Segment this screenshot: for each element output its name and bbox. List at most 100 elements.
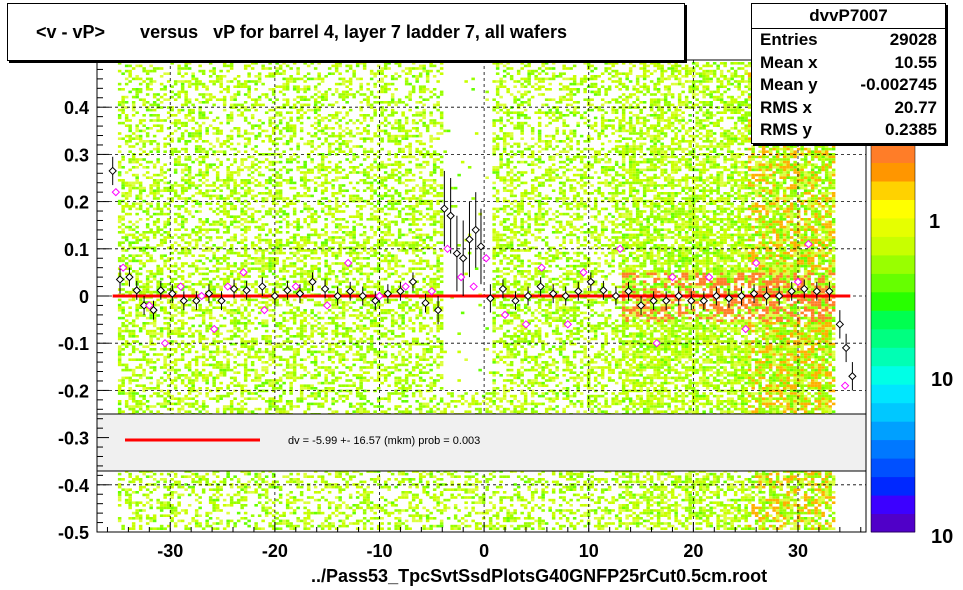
heat-cell	[299, 179, 304, 182]
heat-cell	[299, 332, 304, 335]
heat-cell	[250, 124, 255, 127]
heat-cell	[159, 272, 164, 276]
heat-cell	[233, 77, 237, 81]
heat-cell	[187, 184, 192, 187]
heat-cell	[278, 493, 283, 497]
heat-cell	[156, 205, 160, 208]
heat-cell	[306, 272, 311, 276]
heat-cell	[159, 285, 164, 289]
heat-cell	[138, 374, 143, 377]
heat-cell	[275, 137, 279, 140]
heat-cell	[187, 410, 192, 413]
heat-cell	[261, 322, 265, 325]
heat-cell	[236, 82, 241, 86]
heat-cell	[159, 189, 164, 192]
heat-cell	[247, 108, 251, 112]
heat-cell	[222, 88, 227, 91]
heat-cell	[159, 389, 164, 393]
heat-cell	[208, 483, 213, 486]
heat-cell	[142, 140, 146, 143]
heat-cell	[292, 246, 297, 250]
heat-cell	[124, 238, 129, 242]
heat-cell	[247, 368, 251, 372]
heat-cell	[159, 101, 164, 104]
heat-cell	[320, 478, 325, 481]
heat-cell	[187, 210, 192, 213]
heat-cell	[131, 160, 136, 164]
heat-cell	[278, 129, 283, 133]
heat-cell	[289, 199, 293, 203]
heat-cell	[163, 311, 167, 315]
heat-cell	[198, 114, 202, 117]
heat-cell	[135, 514, 139, 517]
heat-cell	[320, 366, 325, 369]
heat-cell	[215, 249, 220, 252]
heat-cell	[152, 259, 157, 263]
heat-cell	[327, 407, 332, 411]
heat-cell	[250, 340, 255, 343]
heat-cell	[334, 202, 339, 205]
heat-cell	[327, 358, 332, 361]
heat-cell	[215, 301, 220, 304]
heat-cell	[303, 184, 307, 187]
heat-cell	[296, 166, 300, 169]
heat-cell	[317, 509, 321, 512]
heat-cell	[166, 197, 171, 200]
heat-cell	[131, 348, 136, 351]
heat-cell	[226, 392, 230, 395]
heat-cell	[299, 238, 304, 242]
heat-cell	[334, 303, 339, 307]
heat-cell	[334, 306, 339, 309]
heat-cell	[219, 80, 223, 83]
heat-cell	[212, 381, 216, 385]
heat-cell	[124, 376, 129, 380]
heat-cell	[208, 363, 213, 367]
heat-cell	[296, 524, 300, 528]
heat-cell	[299, 121, 304, 125]
heat-cell	[163, 392, 167, 395]
heat-cell	[271, 316, 276, 320]
heat-cell	[191, 358, 195, 361]
heat-cell	[271, 140, 276, 143]
heat-cell	[135, 306, 139, 309]
heat-cell	[159, 212, 164, 216]
heat-cell	[180, 277, 185, 281]
heat-cell	[334, 485, 339, 489]
heat-cell	[145, 270, 150, 273]
heat-cell	[264, 303, 269, 307]
heat-cell	[282, 324, 286, 328]
heat-cell	[177, 215, 181, 218]
heat-cell	[177, 64, 181, 68]
heat-cell	[264, 368, 269, 372]
heat-cell	[240, 254, 244, 257]
heat-cell	[243, 517, 248, 520]
heat-cell	[226, 363, 230, 367]
heat-cell	[219, 493, 223, 497]
heat-cell	[275, 231, 279, 234]
heat-cell	[233, 103, 237, 107]
heat-cell	[324, 277, 328, 281]
heat-cell	[177, 335, 181, 338]
heat-cell	[313, 181, 318, 185]
heat-cell	[327, 267, 332, 270]
heat-cell	[299, 387, 304, 390]
heat-cell	[236, 173, 241, 177]
heat-cell	[219, 371, 223, 374]
heat-cell	[212, 472, 216, 476]
heat-cell	[173, 350, 178, 354]
heat-cell	[187, 329, 192, 333]
heat-cell	[159, 504, 164, 507]
heat-cell	[254, 475, 258, 478]
heat-cell	[243, 181, 248, 185]
heat-cell	[142, 353, 146, 356]
heat-cell	[327, 345, 332, 348]
heat-cell	[236, 381, 241, 385]
heat-cell	[173, 80, 178, 83]
heat-cell	[215, 509, 220, 512]
heat-cell	[254, 522, 258, 525]
heat-cell	[149, 280, 153, 283]
heat-cell	[226, 231, 230, 234]
heat-cell	[138, 194, 143, 198]
heat-cell	[282, 150, 286, 153]
heat-cell	[163, 283, 167, 286]
